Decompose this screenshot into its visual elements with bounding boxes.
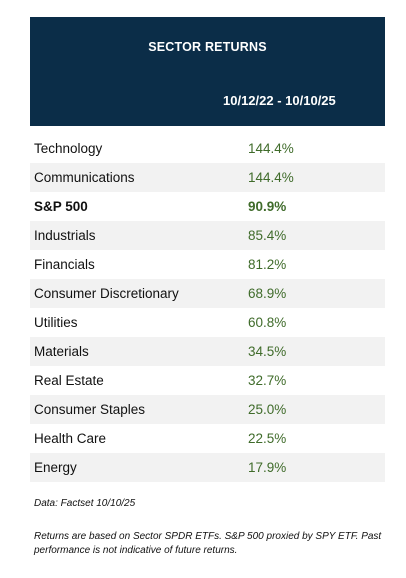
- table-row: Energy 17.9%: [30, 453, 385, 482]
- sector-return: 60.8%: [248, 315, 287, 330]
- sector-return: 17.9%: [248, 460, 287, 475]
- sector-name: S&P 500: [34, 199, 88, 214]
- table-title: SECTOR RETURNS: [148, 40, 267, 54]
- sector-name: Communications: [34, 170, 135, 185]
- sector-return: 81.2%: [248, 257, 287, 272]
- sector-return: 32.7%: [248, 373, 287, 388]
- sector-return: 22.5%: [248, 431, 287, 446]
- table-body: Technology 144.4% Communications 144.4% …: [30, 134, 385, 482]
- sector-returns-table: SECTOR RETURNS 10/12/22 - 10/10/25 Techn…: [30, 17, 385, 482]
- sector-name: Energy: [34, 460, 77, 475]
- sector-return: 144.4%: [248, 170, 294, 185]
- sector-return: 85.4%: [248, 228, 287, 243]
- table-row: Materials 34.5%: [30, 337, 385, 366]
- table-row: Financials 81.2%: [30, 250, 385, 279]
- sector-name: Industrials: [34, 228, 96, 243]
- period-column-header: 10/12/22 - 10/10/25: [223, 93, 336, 108]
- sector-name: Financials: [34, 257, 95, 272]
- table-row: Health Care 22.5%: [30, 424, 385, 453]
- sector-name: Utilities: [34, 315, 78, 330]
- sector-name: Health Care: [34, 431, 107, 446]
- sector-return: 34.5%: [248, 344, 287, 359]
- sector-return: 144.4%: [248, 141, 294, 156]
- table-row: Technology 144.4%: [30, 134, 385, 163]
- disclaimer-footnote: Returns are based on Sector SPDR ETFs. S…: [34, 531, 382, 556]
- sector-name: Technology: [34, 141, 103, 156]
- data-source-note: Data: Factset 10/10/25: [34, 498, 136, 509]
- table-row: Consumer Discretionary 68.9%: [30, 279, 385, 308]
- sector-name: Real Estate: [34, 373, 104, 388]
- table-row: Industrials 85.4%: [30, 221, 385, 250]
- sector-name: Consumer Discretionary: [34, 286, 179, 301]
- sector-return: 25.0%: [248, 402, 287, 417]
- sector-return: 68.9%: [248, 286, 287, 301]
- table-row: Utilities 60.8%: [30, 308, 385, 337]
- table-row-benchmark: S&P 500 90.9%: [30, 192, 385, 221]
- sector-name: Consumer Staples: [34, 402, 146, 417]
- table-header: SECTOR RETURNS 10/12/22 - 10/10/25: [30, 17, 385, 126]
- sector-name: Materials: [34, 344, 89, 359]
- sector-return: 90.9%: [248, 199, 287, 214]
- table-row: Real Estate 32.7%: [30, 366, 385, 395]
- table-row: Consumer Staples 25.0%: [30, 395, 385, 424]
- table-row: Communications 144.4%: [30, 163, 385, 192]
